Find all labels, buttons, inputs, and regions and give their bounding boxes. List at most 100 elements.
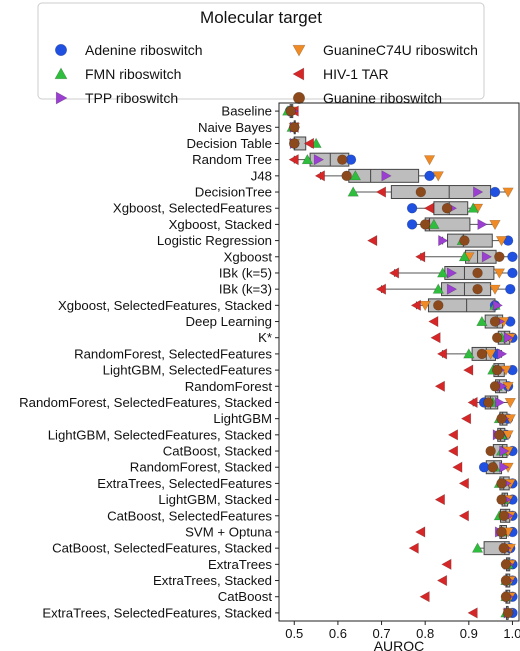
data-point — [491, 332, 503, 343]
category-label: RandomForest, Stacked — [130, 460, 272, 475]
plot-frame — [278, 102, 520, 622]
box-group — [434, 492, 518, 507]
box-group — [458, 508, 518, 523]
legend-marker-icon — [292, 44, 306, 57]
box-group — [367, 233, 514, 248]
box-group — [436, 573, 518, 588]
data-point — [436, 267, 449, 278]
data-point — [458, 477, 469, 490]
legend-marker-icon — [54, 67, 68, 80]
box-group — [408, 541, 516, 556]
data-point — [499, 445, 510, 457]
data-point — [347, 186, 359, 197]
data-point — [458, 510, 469, 522]
category-label: Xgboost — [224, 249, 273, 264]
x-tick-label: 1.0 — [503, 626, 520, 641]
data-point — [289, 122, 300, 133]
data-point — [432, 171, 444, 182]
legend-label: GuanineC74U riboswitch — [323, 42, 478, 58]
legend-label: Guanine riboswitch — [323, 90, 442, 106]
category-label: K* — [258, 330, 272, 345]
data-point — [288, 153, 299, 166]
data-point — [345, 154, 357, 165]
data-point — [489, 284, 501, 295]
data-point — [367, 234, 378, 247]
data-point — [498, 542, 509, 554]
data-point — [476, 348, 488, 360]
category-label: Deep Learning — [185, 314, 272, 329]
data-point — [452, 461, 463, 473]
legend-label: Adenine riboswitch — [85, 42, 203, 58]
box-group — [415, 524, 518, 539]
data-point — [495, 236, 508, 247]
legend-item: GuanineC74U riboswitch — [292, 42, 478, 58]
x-tick-label: 0.8 — [416, 626, 434, 641]
data-point — [303, 137, 315, 150]
category-label: CatBoost, SelectedFeatures, Stacked — [52, 541, 272, 556]
data-point — [472, 267, 483, 279]
x-tick-label: 0.7 — [373, 626, 391, 641]
data-point — [496, 413, 507, 424]
box-group — [447, 427, 514, 442]
data-point — [463, 348, 475, 359]
data-point — [434, 493, 445, 506]
data-point — [415, 186, 427, 198]
box-group — [458, 476, 518, 491]
category-label: LightGBM — [213, 411, 272, 426]
data-point — [483, 397, 494, 408]
data-point — [432, 283, 444, 294]
data-point — [500, 559, 512, 570]
data-point — [446, 283, 458, 295]
data-point — [463, 364, 474, 376]
data-point — [478, 461, 490, 473]
category-label: ExtraTrees, SelectedFeatures, Stacked — [42, 605, 272, 620]
box-group — [467, 395, 516, 410]
box-group — [286, 120, 301, 135]
data-point — [503, 332, 514, 344]
data-point — [415, 251, 426, 263]
category-label: Logistic Regression — [157, 233, 272, 248]
category-label: RandomForest — [185, 379, 273, 394]
data-point — [285, 105, 297, 117]
data-point — [472, 283, 483, 295]
data-point — [496, 494, 507, 505]
category-label: CatBoost, Stacked — [163, 444, 272, 459]
data-point — [441, 558, 452, 571]
x-tick-label: 0.5 — [285, 626, 303, 641]
data-point — [471, 542, 484, 553]
data-point — [428, 315, 439, 328]
data-point — [502, 607, 514, 619]
category-label: J48 — [251, 168, 272, 183]
data-point — [487, 461, 499, 473]
data-point — [498, 510, 509, 522]
data-point — [489, 219, 501, 231]
data-point — [433, 300, 444, 311]
data-point — [492, 299, 503, 312]
category-label: DecisionTree — [195, 185, 272, 200]
data-point — [447, 429, 459, 441]
legend-item: Guanine riboswitch — [292, 90, 442, 106]
data-point — [489, 381, 501, 392]
category-label: SVM + Optuna — [185, 524, 273, 539]
data-point — [430, 332, 441, 344]
box-group — [288, 152, 436, 167]
data-point — [473, 186, 484, 198]
data-point — [467, 396, 478, 409]
legend: Molecular target Adenine riboswitch Guanin… — [37, 2, 485, 106]
category-label: RandomForest, SelectedFeatures — [74, 346, 272, 361]
data-point — [301, 153, 314, 165]
box-group — [388, 265, 518, 280]
box-group — [288, 136, 322, 151]
legend-item: Adenine riboswitch — [54, 42, 203, 58]
data-point — [428, 218, 440, 229]
box-group — [452, 460, 514, 475]
category-label: RandomForest, SelectedFeatures, Stacked — [19, 395, 272, 410]
box-group — [434, 379, 514, 394]
data-point — [419, 300, 431, 312]
data-point — [502, 430, 514, 441]
data-point — [337, 154, 348, 165]
data-point — [313, 153, 325, 166]
category-label: LightGBM, SelectedFeatures, Stacked — [48, 427, 272, 442]
category-label: ExtraTrees, SelectedFeatures — [97, 476, 272, 491]
